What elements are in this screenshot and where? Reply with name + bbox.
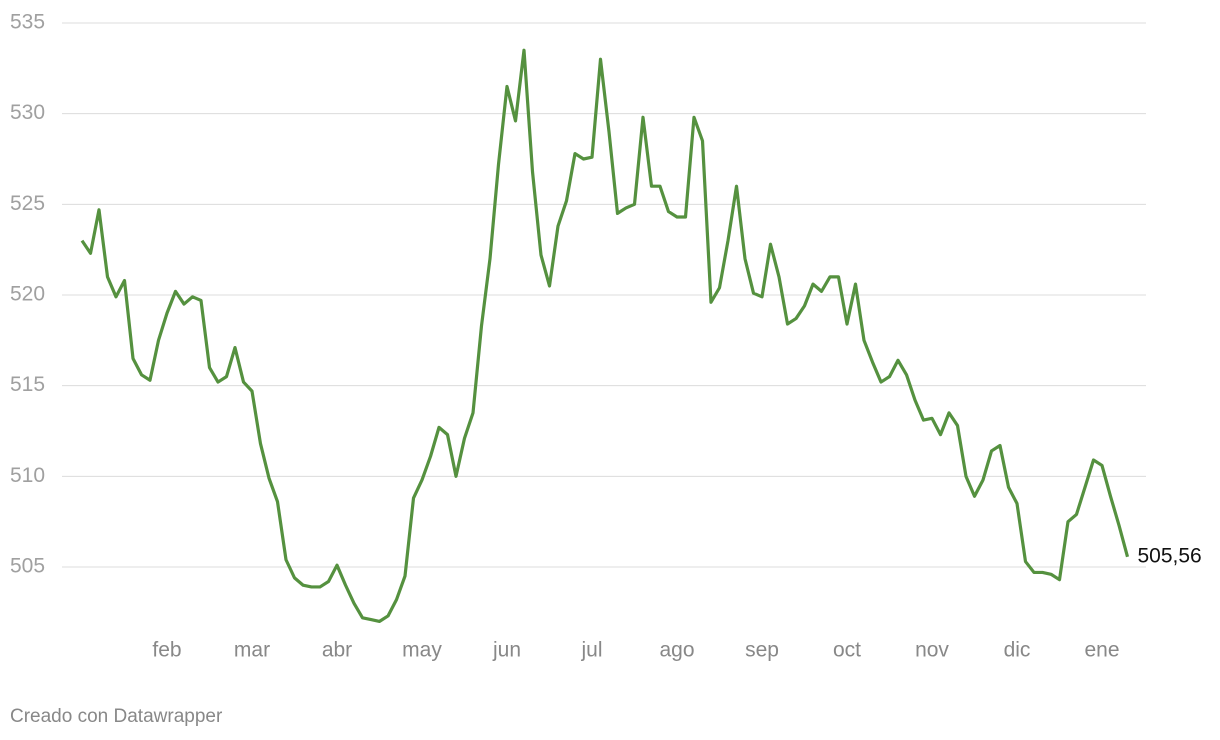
value-label: 505,56 xyxy=(1138,544,1202,567)
x-tick-label: jun xyxy=(492,639,521,662)
y-tick-label: 515 xyxy=(10,373,45,396)
y-tick-label: 510 xyxy=(10,464,45,487)
x-tick-label: abr xyxy=(322,639,352,662)
y-tick-label: 535 xyxy=(10,11,45,34)
y-tick-label: 530 xyxy=(10,101,45,124)
x-tick-label: dic xyxy=(1004,639,1031,662)
y-tick-label: 505 xyxy=(10,555,45,578)
x-tick-label: feb xyxy=(152,639,181,662)
x-tick-label: oct xyxy=(833,639,861,662)
line xyxy=(80,48,1130,623)
footer: Creado con Datawrapper xyxy=(10,706,223,727)
x-tick-label: ene xyxy=(1084,639,1119,662)
x-tick-label: nov xyxy=(915,639,949,662)
y-tick-label: 525 xyxy=(10,192,45,215)
x-tick-label: may xyxy=(402,639,442,662)
y-tick-label: 520 xyxy=(10,283,45,306)
x-tick-label: mar xyxy=(234,639,270,662)
x-tick-label: jul xyxy=(580,639,602,662)
x-tick-label: ago xyxy=(659,639,694,662)
x-tick-label: sep xyxy=(745,639,779,662)
